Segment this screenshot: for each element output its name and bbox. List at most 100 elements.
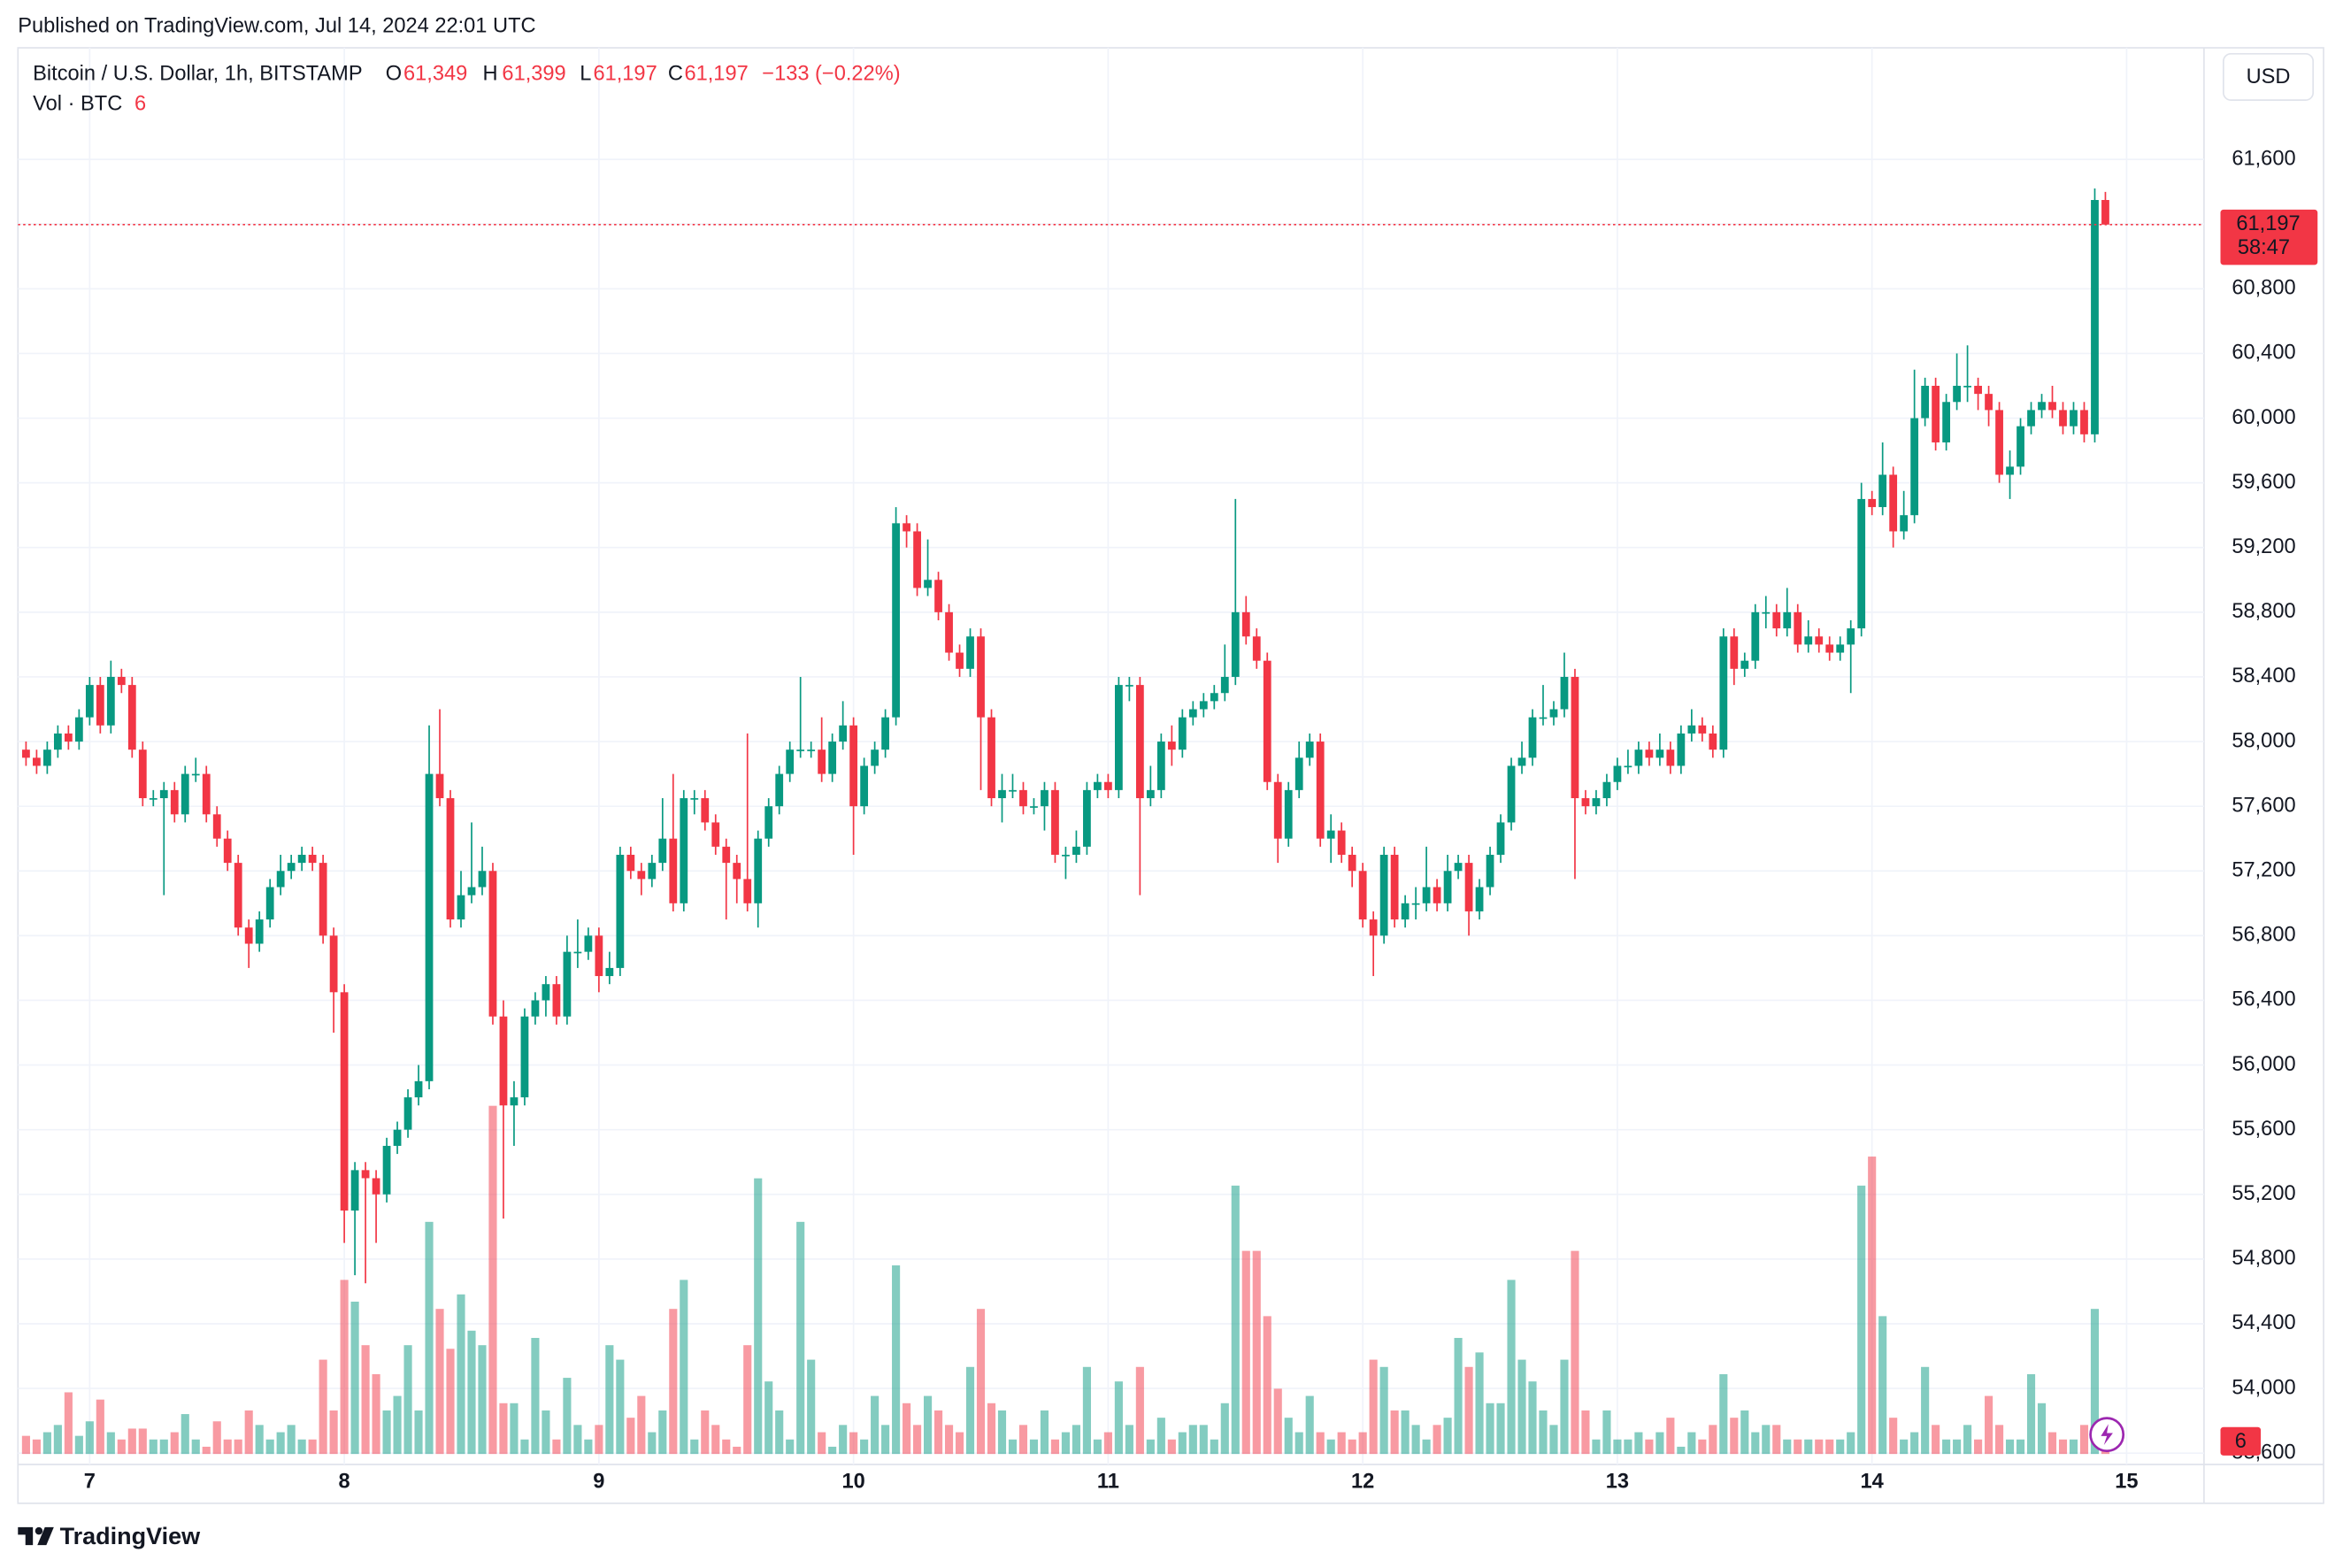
candle-body (1815, 636, 1824, 645)
candle-body (1974, 385, 1982, 395)
candle-body (1146, 789, 1155, 799)
volume-bar (414, 1410, 423, 1455)
volume-bar (138, 1428, 147, 1455)
volume-bar (1464, 1366, 1473, 1455)
volume-bar (2047, 1432, 2057, 1455)
logo-part (37, 1526, 54, 1546)
volume-bar (42, 1432, 51, 1455)
volume-bar (1443, 1418, 1452, 1455)
y-tick-label: 60,000 (2232, 406, 2295, 429)
legend-value: 61,399 (502, 63, 565, 86)
volume-bar (1433, 1425, 1441, 1455)
volume-bar (170, 1432, 179, 1455)
volume-bar (1581, 1410, 1590, 1455)
volume-bar (425, 1221, 434, 1455)
candle-body (2091, 200, 2099, 434)
volume-bar (2079, 1425, 2089, 1455)
volume-bar (510, 1403, 519, 1455)
candle-body (42, 749, 51, 766)
candle-body (1517, 757, 1526, 766)
candle-body (1857, 498, 1866, 629)
volume-bar (605, 1345, 614, 1455)
countdown-label: 58:47 (2238, 236, 2290, 259)
volume-bar (1284, 1418, 1293, 1455)
volume-bar (1040, 1410, 1049, 1455)
candle-body (839, 725, 848, 742)
x-tick-label: 10 (841, 1470, 864, 1493)
y-tick-label: 60,400 (2232, 342, 2295, 365)
candle-body (1645, 749, 1654, 758)
candle-body (1581, 798, 1590, 807)
volume-bar (297, 1439, 306, 1455)
candle-body (403, 1097, 412, 1130)
volume-bar (648, 1432, 657, 1455)
candle-body (1507, 765, 1516, 823)
candle-body (159, 789, 168, 799)
candle-body (1422, 887, 1431, 903)
volume-bar (457, 1294, 465, 1455)
x-tick-label: 8 (339, 1470, 350, 1493)
candle-body (1942, 402, 1951, 442)
volume-bar (944, 1425, 954, 1455)
candle-body (1167, 742, 1176, 750)
y-tick-label: 57,600 (2232, 794, 2295, 817)
volume-bar (722, 1439, 731, 1455)
candle-body (1995, 410, 2003, 475)
volume-bar (1772, 1425, 1781, 1455)
volume-bar (223, 1439, 232, 1455)
legend-value: 61,349 (403, 63, 467, 86)
currency[interactable]: USD (2247, 65, 2291, 88)
volume-bar (1677, 1446, 1686, 1455)
volume-bar (74, 1435, 83, 1455)
volume-bar (202, 1446, 211, 1455)
last-price-label: 61,197 (2236, 212, 2300, 235)
volume-bar (1029, 1439, 1039, 1455)
candle-body (1125, 685, 1133, 687)
volume-bar (265, 1439, 274, 1455)
candle-body (977, 636, 985, 718)
volume-bar (1475, 1352, 1484, 1455)
volume-bar (361, 1345, 370, 1455)
candle-body (340, 992, 349, 1211)
candle-body (499, 1016, 508, 1106)
volume-bar (1178, 1432, 1187, 1455)
candle-body (1847, 628, 1855, 645)
candle-body (1794, 611, 1802, 645)
candle-body (733, 863, 741, 880)
legend-key: O (386, 63, 402, 86)
volume-bar (680, 1280, 688, 1455)
candle-body (1263, 660, 1271, 782)
candle-body (563, 951, 572, 1017)
candle-body (701, 798, 710, 823)
candle-body (22, 749, 30, 758)
candle-body (1094, 781, 1102, 790)
candle-body (520, 1016, 529, 1098)
candle-body (1932, 385, 1940, 442)
volume-bar (499, 1403, 508, 1455)
volume-bar (1241, 1250, 1250, 1455)
candle-body (181, 773, 189, 815)
candle-body (913, 531, 921, 588)
candle-body (223, 838, 232, 864)
volume-bar (818, 1432, 826, 1455)
candle-body (796, 749, 805, 751)
legend-key: C (668, 63, 683, 86)
candle-body (1592, 798, 1601, 807)
candle-body (1655, 749, 1664, 758)
candle-body (1910, 418, 1919, 516)
y-tick-label: 54,800 (2232, 1247, 2295, 1270)
volume-bar (1401, 1410, 1410, 1455)
candle-body (1156, 742, 1165, 790)
volume-bar (1889, 1418, 1898, 1455)
candle-body (605, 967, 614, 977)
currency-button[interactable] (2223, 52, 2315, 101)
candle-body (531, 1000, 540, 1017)
brand: TradingView (60, 1523, 202, 1549)
volume-bar (488, 1105, 497, 1455)
candle-body (1677, 733, 1686, 766)
volume-bar (1210, 1439, 1218, 1455)
volume-bar (1963, 1425, 1972, 1455)
volume-bar (1985, 1395, 1993, 1455)
volume-bar (828, 1446, 837, 1455)
candle-body (956, 652, 964, 669)
